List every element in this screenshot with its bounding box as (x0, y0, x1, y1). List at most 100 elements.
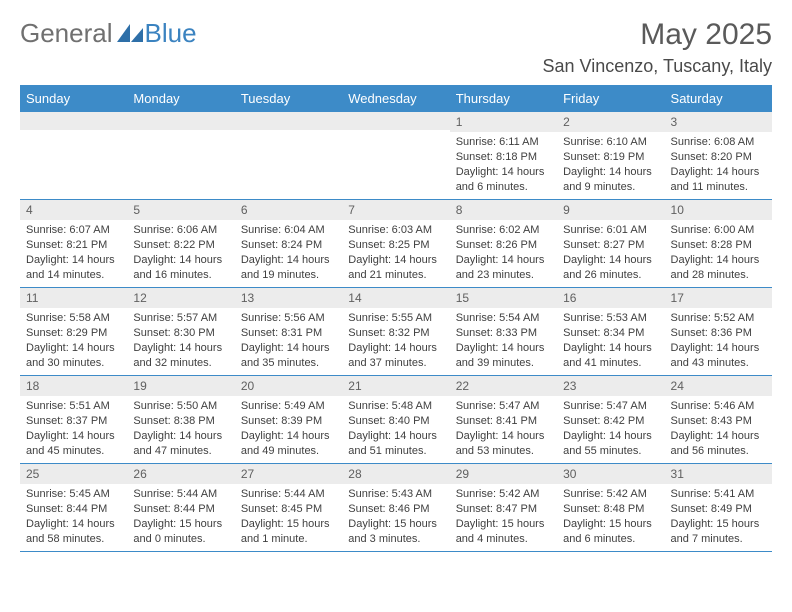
sunset-text: Sunset: 8:26 PM (456, 238, 551, 253)
day-number: 31 (665, 464, 772, 484)
daylight-text: Daylight: 14 hours and 14 minutes. (26, 253, 121, 283)
calendar-cell: 9Sunrise: 6:01 AMSunset: 8:27 PMDaylight… (557, 200, 664, 288)
day-number: 18 (20, 376, 127, 396)
day-number: 27 (235, 464, 342, 484)
sunset-text: Sunset: 8:40 PM (348, 414, 443, 429)
calendar-cell: 4Sunrise: 6:07 AMSunset: 8:21 PMDaylight… (20, 200, 127, 288)
calendar-cell: 26Sunrise: 5:44 AMSunset: 8:44 PMDayligh… (127, 464, 234, 552)
calendar-cell (235, 112, 342, 200)
day-number: 19 (127, 376, 234, 396)
daylight-text: Daylight: 14 hours and 53 minutes. (456, 429, 551, 459)
sunset-text: Sunset: 8:36 PM (671, 326, 766, 341)
daylight-text: Daylight: 14 hours and 58 minutes. (26, 517, 121, 547)
day-number: 9 (557, 200, 664, 220)
daylight-text: Daylight: 14 hours and 43 minutes. (671, 341, 766, 371)
sunrise-text: Sunrise: 6:07 AM (26, 223, 121, 238)
sunrise-text: Sunrise: 5:56 AM (241, 311, 336, 326)
sunrise-text: Sunrise: 5:47 AM (456, 399, 551, 414)
calendar-cell: 13Sunrise: 5:56 AMSunset: 8:31 PMDayligh… (235, 288, 342, 376)
calendar-cell: 30Sunrise: 5:42 AMSunset: 8:48 PMDayligh… (557, 464, 664, 552)
sunset-text: Sunset: 8:45 PM (241, 502, 336, 517)
day-number: 22 (450, 376, 557, 396)
daylight-text: Daylight: 14 hours and 19 minutes. (241, 253, 336, 283)
sunrise-text: Sunrise: 5:42 AM (456, 487, 551, 502)
sunset-text: Sunset: 8:30 PM (133, 326, 228, 341)
calendar-cell: 21Sunrise: 5:48 AMSunset: 8:40 PMDayligh… (342, 376, 449, 464)
daylight-text: Daylight: 14 hours and 56 minutes. (671, 429, 766, 459)
calendar-row: 11Sunrise: 5:58 AMSunset: 8:29 PMDayligh… (20, 288, 772, 376)
calendar-cell: 6Sunrise: 6:04 AMSunset: 8:24 PMDaylight… (235, 200, 342, 288)
calendar-row: 18Sunrise: 5:51 AMSunset: 8:37 PMDayligh… (20, 376, 772, 464)
day-number: 24 (665, 376, 772, 396)
weekday-header: Saturday (665, 86, 772, 112)
calendar-cell: 22 Sunrise: 5:47 AMSunset: 8:41 PMDayligh… (450, 376, 557, 464)
sunrise-text: Sunrise: 5:57 AM (133, 311, 228, 326)
sunset-text: Sunset: 8:42 PM (563, 414, 658, 429)
daylight-text: Daylight: 14 hours and 51 minutes. (348, 429, 443, 459)
sunset-text: Sunset: 8:19 PM (563, 150, 658, 165)
sunrise-text: Sunrise: 5:49 AM (241, 399, 336, 414)
day-number (235, 112, 342, 130)
calendar-row: 25Sunrise: 5:45 AMSunset: 8:44 PMDayligh… (20, 464, 772, 552)
daylight-text: Daylight: 14 hours and 41 minutes. (563, 341, 658, 371)
brand-logo: General Blue (20, 18, 197, 49)
sunset-text: Sunset: 8:38 PM (133, 414, 228, 429)
day-number (342, 112, 449, 130)
sunrise-text: Sunrise: 5:44 AM (241, 487, 336, 502)
sunset-text: Sunset: 8:41 PM (456, 414, 551, 429)
sunset-text: Sunset: 8:18 PM (456, 150, 551, 165)
daylight-text: Daylight: 14 hours and 55 minutes. (563, 429, 658, 459)
day-number: 13 (235, 288, 342, 308)
day-number: 20 (235, 376, 342, 396)
day-number: 12 (127, 288, 234, 308)
day-number (20, 112, 127, 130)
sunset-text: Sunset: 8:44 PM (133, 502, 228, 517)
sunset-text: Sunset: 8:47 PM (456, 502, 551, 517)
sunset-text: Sunset: 8:46 PM (348, 502, 443, 517)
sunset-text: Sunset: 8:29 PM (26, 326, 121, 341)
day-number: 3 (665, 112, 772, 132)
brand-sail-icon (117, 24, 143, 42)
sunrise-text: Sunrise: 6:03 AM (348, 223, 443, 238)
page-title: May 2025 (543, 18, 772, 52)
sunrise-text: Sunrise: 5:55 AM (348, 311, 443, 326)
sunset-text: Sunset: 8:31 PM (241, 326, 336, 341)
calendar-cell: 19Sunrise: 5:50 AMSunset: 8:38 PMDayligh… (127, 376, 234, 464)
sunset-text: Sunset: 8:44 PM (26, 502, 121, 517)
calendar-cell: 28Sunrise: 5:43 AMSunset: 8:46 PMDayligh… (342, 464, 449, 552)
calendar-cell (20, 112, 127, 200)
calendar-cell: 14Sunrise: 5:55 AMSunset: 8:32 PMDayligh… (342, 288, 449, 376)
calendar-cell: 7Sunrise: 6:03 AMSunset: 8:25 PMDaylight… (342, 200, 449, 288)
daylight-text: Daylight: 14 hours and 23 minutes. (456, 253, 551, 283)
daylight-text: Daylight: 14 hours and 45 minutes. (26, 429, 121, 459)
sunset-text: Sunset: 8:48 PM (563, 502, 658, 517)
day-number: 30 (557, 464, 664, 484)
calendar-cell: 17Sunrise: 5:52 AMSunset: 8:36 PMDayligh… (665, 288, 772, 376)
sunset-text: Sunset: 8:20 PM (671, 150, 766, 165)
day-number: 7 (342, 200, 449, 220)
day-number: 23 (557, 376, 664, 396)
sunset-text: Sunset: 8:39 PM (241, 414, 336, 429)
sunset-text: Sunset: 8:25 PM (348, 238, 443, 253)
calendar-cell: 18 Sunrise: 5:51 AMSunset: 8:37 PMDayligh… (20, 376, 127, 464)
sunrise-text: Sunrise: 6:00 AM (671, 223, 766, 238)
calendar-cell: 11Sunrise: 5:58 AMSunset: 8:29 PMDayligh… (20, 288, 127, 376)
sunset-text: Sunset: 8:28 PM (671, 238, 766, 253)
daylight-text: Daylight: 14 hours and 9 minutes. (563, 165, 658, 195)
sunrise-text: Sunrise: 5:54 AM (456, 311, 551, 326)
weekday-header: Monday (127, 86, 234, 112)
sunrise-text: Sunrise: 5:46 AM (671, 399, 766, 414)
sunrise-text: Sunrise: 6:08 AM (671, 135, 766, 150)
daylight-text: Daylight: 14 hours and 32 minutes. (133, 341, 228, 371)
sunset-text: Sunset: 8:22 PM (133, 238, 228, 253)
sunrise-text: Sunrise: 5:51 AM (26, 399, 121, 414)
day-number: 15 (450, 288, 557, 308)
day-number: 16 (557, 288, 664, 308)
calendar-cell (342, 112, 449, 200)
daylight-text: Daylight: 14 hours and 11 minutes. (671, 165, 766, 195)
day-number: 28 (342, 464, 449, 484)
sunset-text: Sunset: 8:32 PM (348, 326, 443, 341)
sunset-text: Sunset: 8:37 PM (26, 414, 121, 429)
daylight-text: Daylight: 14 hours and 16 minutes. (133, 253, 228, 283)
calendar-cell: 10Sunrise: 6:00 AMSunset: 8:28 PMDayligh… (665, 200, 772, 288)
